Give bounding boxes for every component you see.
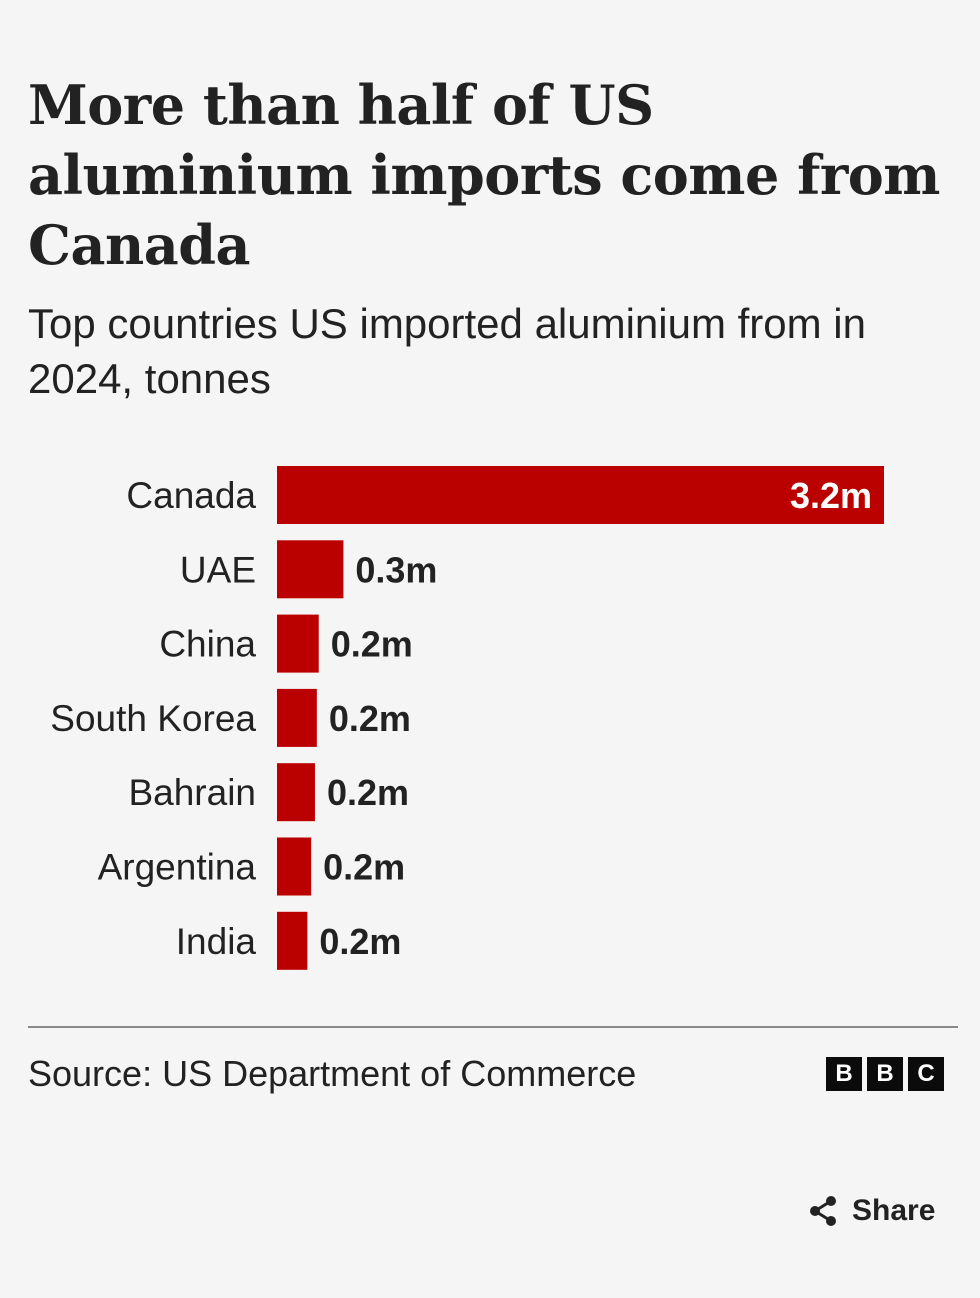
logo-block: B [867, 1057, 903, 1091]
bar-chart: Canada 3.2m UAE 0.3m China 0.2m South Korea 0.2… [50, 466, 884, 970]
logo-block: C [908, 1057, 944, 1091]
category-label: Bahrain [128, 772, 256, 813]
logo-block: B [826, 1057, 862, 1091]
value-label: 0.2m [329, 698, 411, 739]
bar [277, 540, 344, 599]
share-icon [810, 1196, 836, 1226]
category-label: UAE [180, 549, 256, 590]
category-label: China [159, 624, 256, 665]
value-label: 0.2m [319, 921, 401, 962]
bar [277, 688, 317, 747]
value-label: 0.2m [323, 847, 405, 888]
bar [277, 837, 312, 896]
category-label: Argentina [98, 847, 257, 888]
bar [277, 614, 319, 673]
source-note: Source: US Department of Commerce [28, 1053, 637, 1094]
value-label: 3.2m [790, 475, 872, 516]
divider [28, 1026, 958, 1028]
share-label: Share [852, 1194, 936, 1227]
share-button[interactable]: Share [806, 1194, 935, 1228]
page-title: More than half of US aluminium imports c… [28, 73, 940, 277]
category-label: Canada [126, 475, 256, 516]
category-label: South Korea [50, 698, 256, 739]
category-label: India [176, 921, 257, 962]
bar [277, 466, 884, 524]
value-label: 0.3m [355, 549, 437, 590]
bar [277, 763, 315, 822]
value-label: 0.2m [327, 772, 409, 813]
bbc-logo: B B C [826, 1057, 944, 1091]
chart-subtitle: Top countries US imported aluminium from… [28, 300, 866, 402]
value-label: 0.2m [331, 624, 413, 665]
bar [277, 911, 308, 970]
